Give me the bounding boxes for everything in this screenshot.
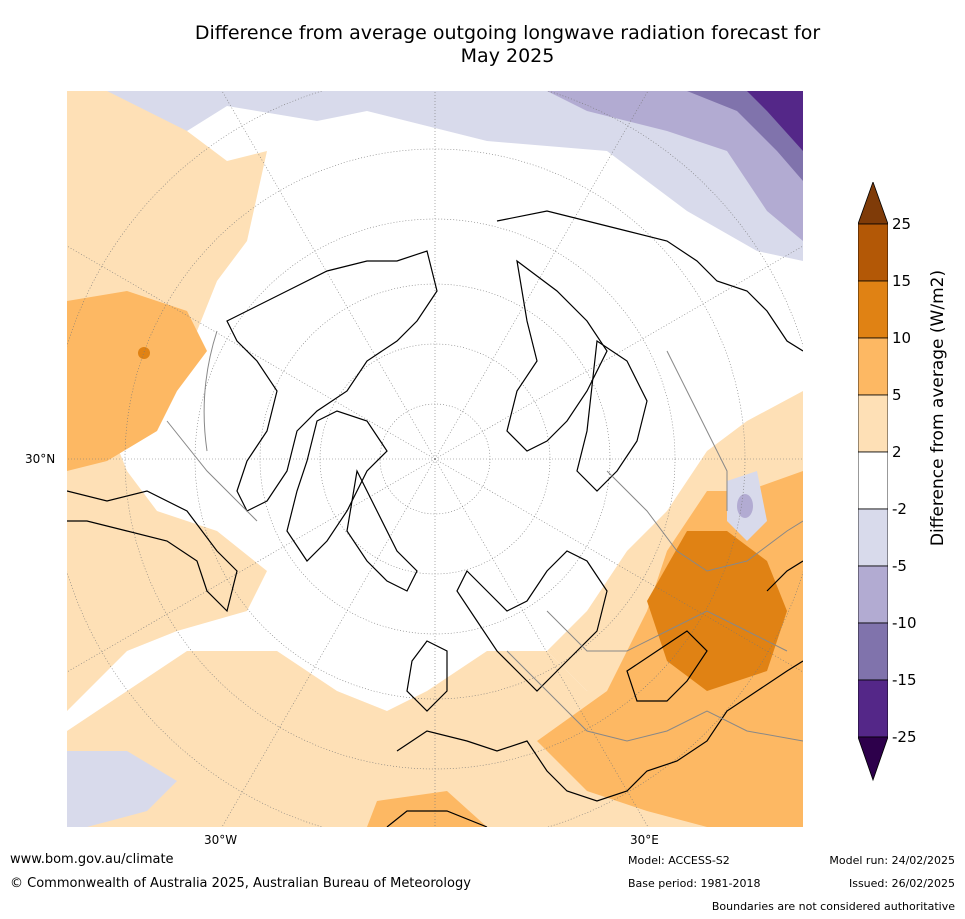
- colorbar-tick: -10: [892, 614, 917, 632]
- sw-pos-mid: [367, 791, 487, 827]
- coastlines: [67, 210, 803, 827]
- footer-copyright: © Commonwealth of Australia 2025, Austra…: [10, 876, 471, 891]
- anomaly-fills: [67, 91, 803, 827]
- lon-label-30e: 30°E: [630, 833, 659, 847]
- west-pos-mid: [67, 291, 207, 471]
- title-line-1: Difference from average outgoing longwav…: [194, 22, 821, 44]
- graticule: [67, 91, 803, 827]
- neg-band-top-2: [547, 91, 803, 241]
- colorbar-bin-15-25: [858, 223, 888, 282]
- neg-band-top-4: [747, 91, 803, 151]
- colorbar-tick: 5: [892, 386, 902, 404]
- euro-pos-strong: [647, 531, 787, 691]
- west-pos-core: [138, 347, 150, 359]
- colorbar-tick: -2: [892, 500, 907, 518]
- footer-model: Model: ACCESS-S2: [628, 854, 730, 867]
- colorbar-bin-10-15: [858, 280, 888, 339]
- polar-map[interactable]: [67, 91, 803, 827]
- colorbar-tick: -15: [892, 671, 917, 689]
- colorbar-title-text: Difference from average (W/m2): [928, 269, 948, 547]
- colorbar-tick: 15: [892, 272, 912, 290]
- east-small-neg-core: [737, 494, 753, 518]
- sw-neg: [67, 751, 177, 827]
- colorbar-tick: 25: [892, 215, 912, 233]
- boundaries: [166, 330, 803, 742]
- lat-label-30n: 30°N: [25, 452, 56, 466]
- colorbar-cap-top: [858, 182, 888, 225]
- chart-title: Difference from average outgoing longwav…: [140, 22, 875, 68]
- west-pos-light: [67, 91, 267, 711]
- footer-issued: Issued: 26/02/2025: [848, 877, 955, 890]
- colorbar-cap-bottom: [858, 736, 888, 782]
- colorbar-tick: -25: [892, 728, 917, 746]
- colorbar-bin-5-10: [858, 337, 888, 396]
- colorbar-bin-m15-m25: [858, 679, 888, 738]
- colorbar-bin-m5-m10: [858, 565, 888, 624]
- colorbar-tick: -5: [892, 557, 907, 575]
- colorbar: [858, 182, 888, 782]
- colorbar-bin-2-5: [858, 394, 888, 453]
- footer-model-run: Model run: 24/02/2025: [829, 854, 955, 867]
- neg-band-top: [107, 91, 803, 261]
- colorbar-bin-m10-m15: [858, 622, 888, 681]
- footer-disclaimer: Boundaries are not considered authoritat…: [711, 900, 955, 913]
- footer-base-period: Base period: 1981-2018: [628, 877, 761, 890]
- colorbar-bin-neutral: [858, 451, 888, 510]
- colorbar-bin-m2-m5: [858, 508, 888, 567]
- colorbar-tick: 2: [892, 443, 902, 461]
- lon-label-30w: 30°W: [204, 833, 238, 847]
- arctic-neutral: [252, 231, 637, 571]
- footer-url[interactable]: www.bom.gov.au/climate: [10, 852, 174, 867]
- colorbar-tick: 10: [892, 329, 912, 347]
- title-line-2: May 2025: [460, 45, 555, 67]
- map-canvas: [67, 91, 803, 827]
